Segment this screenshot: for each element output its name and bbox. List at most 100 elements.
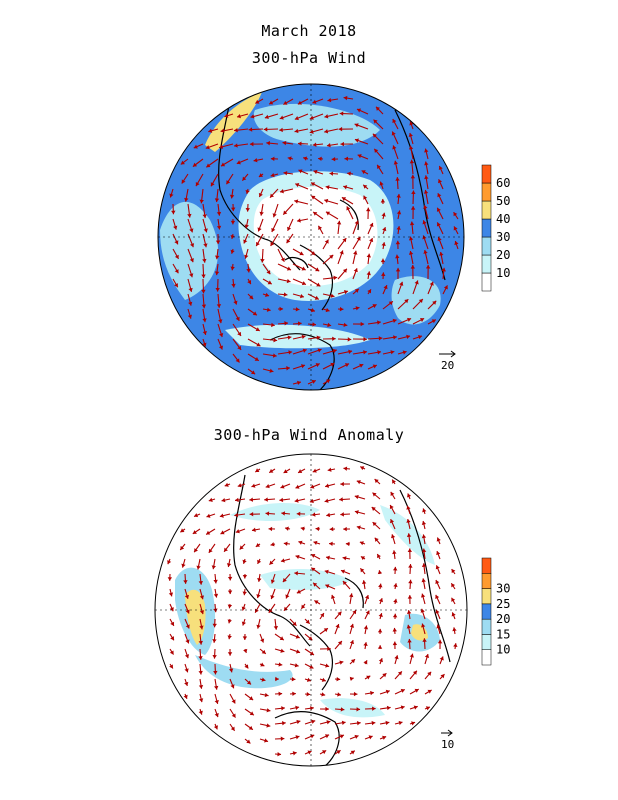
wind-vector-head <box>372 706 376 711</box>
wind-vector-head <box>325 483 330 488</box>
wind-vector-head <box>211 565 216 570</box>
wind-vector-head <box>246 268 251 273</box>
wind-vector-head <box>420 593 426 598</box>
wind-vector-head <box>256 624 261 629</box>
wind-vector-head <box>414 280 419 285</box>
wind-vector-head <box>329 541 333 547</box>
wind-vector-head <box>356 480 361 485</box>
wind-vector-head <box>287 335 292 340</box>
wind-vector-head <box>440 674 445 679</box>
wind-vector-head <box>269 560 274 565</box>
wind-vector-head <box>363 336 367 342</box>
wind-vector-head <box>246 680 251 685</box>
wind-vector-head <box>341 197 347 202</box>
wind-vector-head <box>237 483 242 488</box>
wind-vector-head <box>206 163 211 168</box>
wind-vector-head <box>257 578 262 582</box>
wind-vector-head <box>382 227 387 232</box>
wind-vector-head <box>309 498 314 504</box>
wind-vector-head <box>408 251 414 255</box>
wind-vector-head <box>385 720 390 726</box>
wind-vector-head <box>409 653 414 658</box>
wind-vector-head <box>436 551 441 556</box>
wind-vector-head <box>282 140 287 146</box>
wind-vector-head <box>257 559 262 564</box>
wind-vector-head <box>421 623 426 628</box>
wind-vector-head <box>265 511 270 516</box>
wind-vector-head <box>363 660 368 665</box>
wind-vector-head <box>242 636 248 640</box>
wind-vector-head <box>414 688 419 693</box>
wind-vector-head <box>205 145 210 150</box>
wind-vector-head <box>185 639 190 644</box>
wind-vector-head <box>313 211 318 216</box>
wind-vector-head <box>301 281 306 286</box>
reference-vector-label: 20 <box>441 359 454 372</box>
wind-vector-head <box>283 210 288 215</box>
wind-vector-head <box>436 207 441 212</box>
wind-vector-head <box>421 534 427 539</box>
wind-vector-head <box>244 224 249 229</box>
wind-vector-head <box>301 604 306 609</box>
wind-vector-head <box>228 668 234 673</box>
wind-vector-head <box>343 322 348 328</box>
wind-vector-head <box>213 670 218 675</box>
wind-vector-head <box>300 526 305 531</box>
colorbar-swatch <box>481 603 492 620</box>
wind-vector-head <box>254 608 259 613</box>
wind-vector-head <box>342 268 347 273</box>
wind-vector-head <box>324 129 329 134</box>
wind-vector-head <box>309 129 314 134</box>
wind-vector-head <box>308 636 313 641</box>
wind-vector-head <box>407 638 412 643</box>
wind-vector-head <box>371 720 376 726</box>
wind-vector-head <box>329 254 334 259</box>
wind-vector-head <box>311 195 316 200</box>
wind-vector-head <box>193 144 198 149</box>
wind-vector-head <box>299 251 304 256</box>
wind-vector-head <box>339 497 343 502</box>
wind-vector-head <box>353 250 358 255</box>
wind-vector-head <box>320 613 324 618</box>
wind-vector-head <box>271 227 276 232</box>
wind-vector-head <box>173 225 178 230</box>
wind-vector-head <box>406 334 411 339</box>
wind-vector-head <box>398 720 403 726</box>
wind-vector-head <box>243 239 248 244</box>
wind-vector-head <box>282 721 286 726</box>
colorbar-label: 20 <box>496 248 510 262</box>
wind-vector-head <box>336 750 341 755</box>
colorbar-swatch <box>481 272 492 292</box>
wind-vector-head <box>435 594 440 599</box>
wind-vector-head <box>257 227 262 232</box>
wind-reference-vector: 20 <box>439 350 456 372</box>
wind-vector-head <box>298 469 303 474</box>
wind-vector-head <box>378 336 383 341</box>
wind-vector-head <box>266 708 271 713</box>
wind-vector-head <box>258 173 264 177</box>
wind-vector-head <box>452 627 457 632</box>
wind-vector-head <box>208 497 213 502</box>
wind-vector-head <box>451 612 456 617</box>
wind-vector-head <box>279 497 284 503</box>
wind-vector-head <box>281 511 286 516</box>
wind-vector-head <box>437 639 443 644</box>
wind-vector-head <box>279 127 283 133</box>
wind-vector-head <box>251 527 256 532</box>
wind-vector-head <box>421 563 427 568</box>
wind-vector-head <box>421 578 426 583</box>
wind-vector-head <box>248 127 253 132</box>
wind-vector-head <box>280 648 285 653</box>
colorbar-label: 20 <box>496 612 510 626</box>
wind-vector-head <box>422 638 427 642</box>
wind-vector-head <box>206 530 211 535</box>
wind-vector-head <box>342 556 347 561</box>
wind-vector-head <box>400 705 405 710</box>
wind-vector-head <box>221 497 226 503</box>
wind-vector-head <box>425 264 431 269</box>
wind-vector-head <box>198 580 204 585</box>
wind-vector-head <box>435 565 440 570</box>
colorbar-swatch <box>481 164 492 184</box>
wind-vector-head <box>424 175 429 180</box>
wind-vector-head <box>339 250 344 255</box>
